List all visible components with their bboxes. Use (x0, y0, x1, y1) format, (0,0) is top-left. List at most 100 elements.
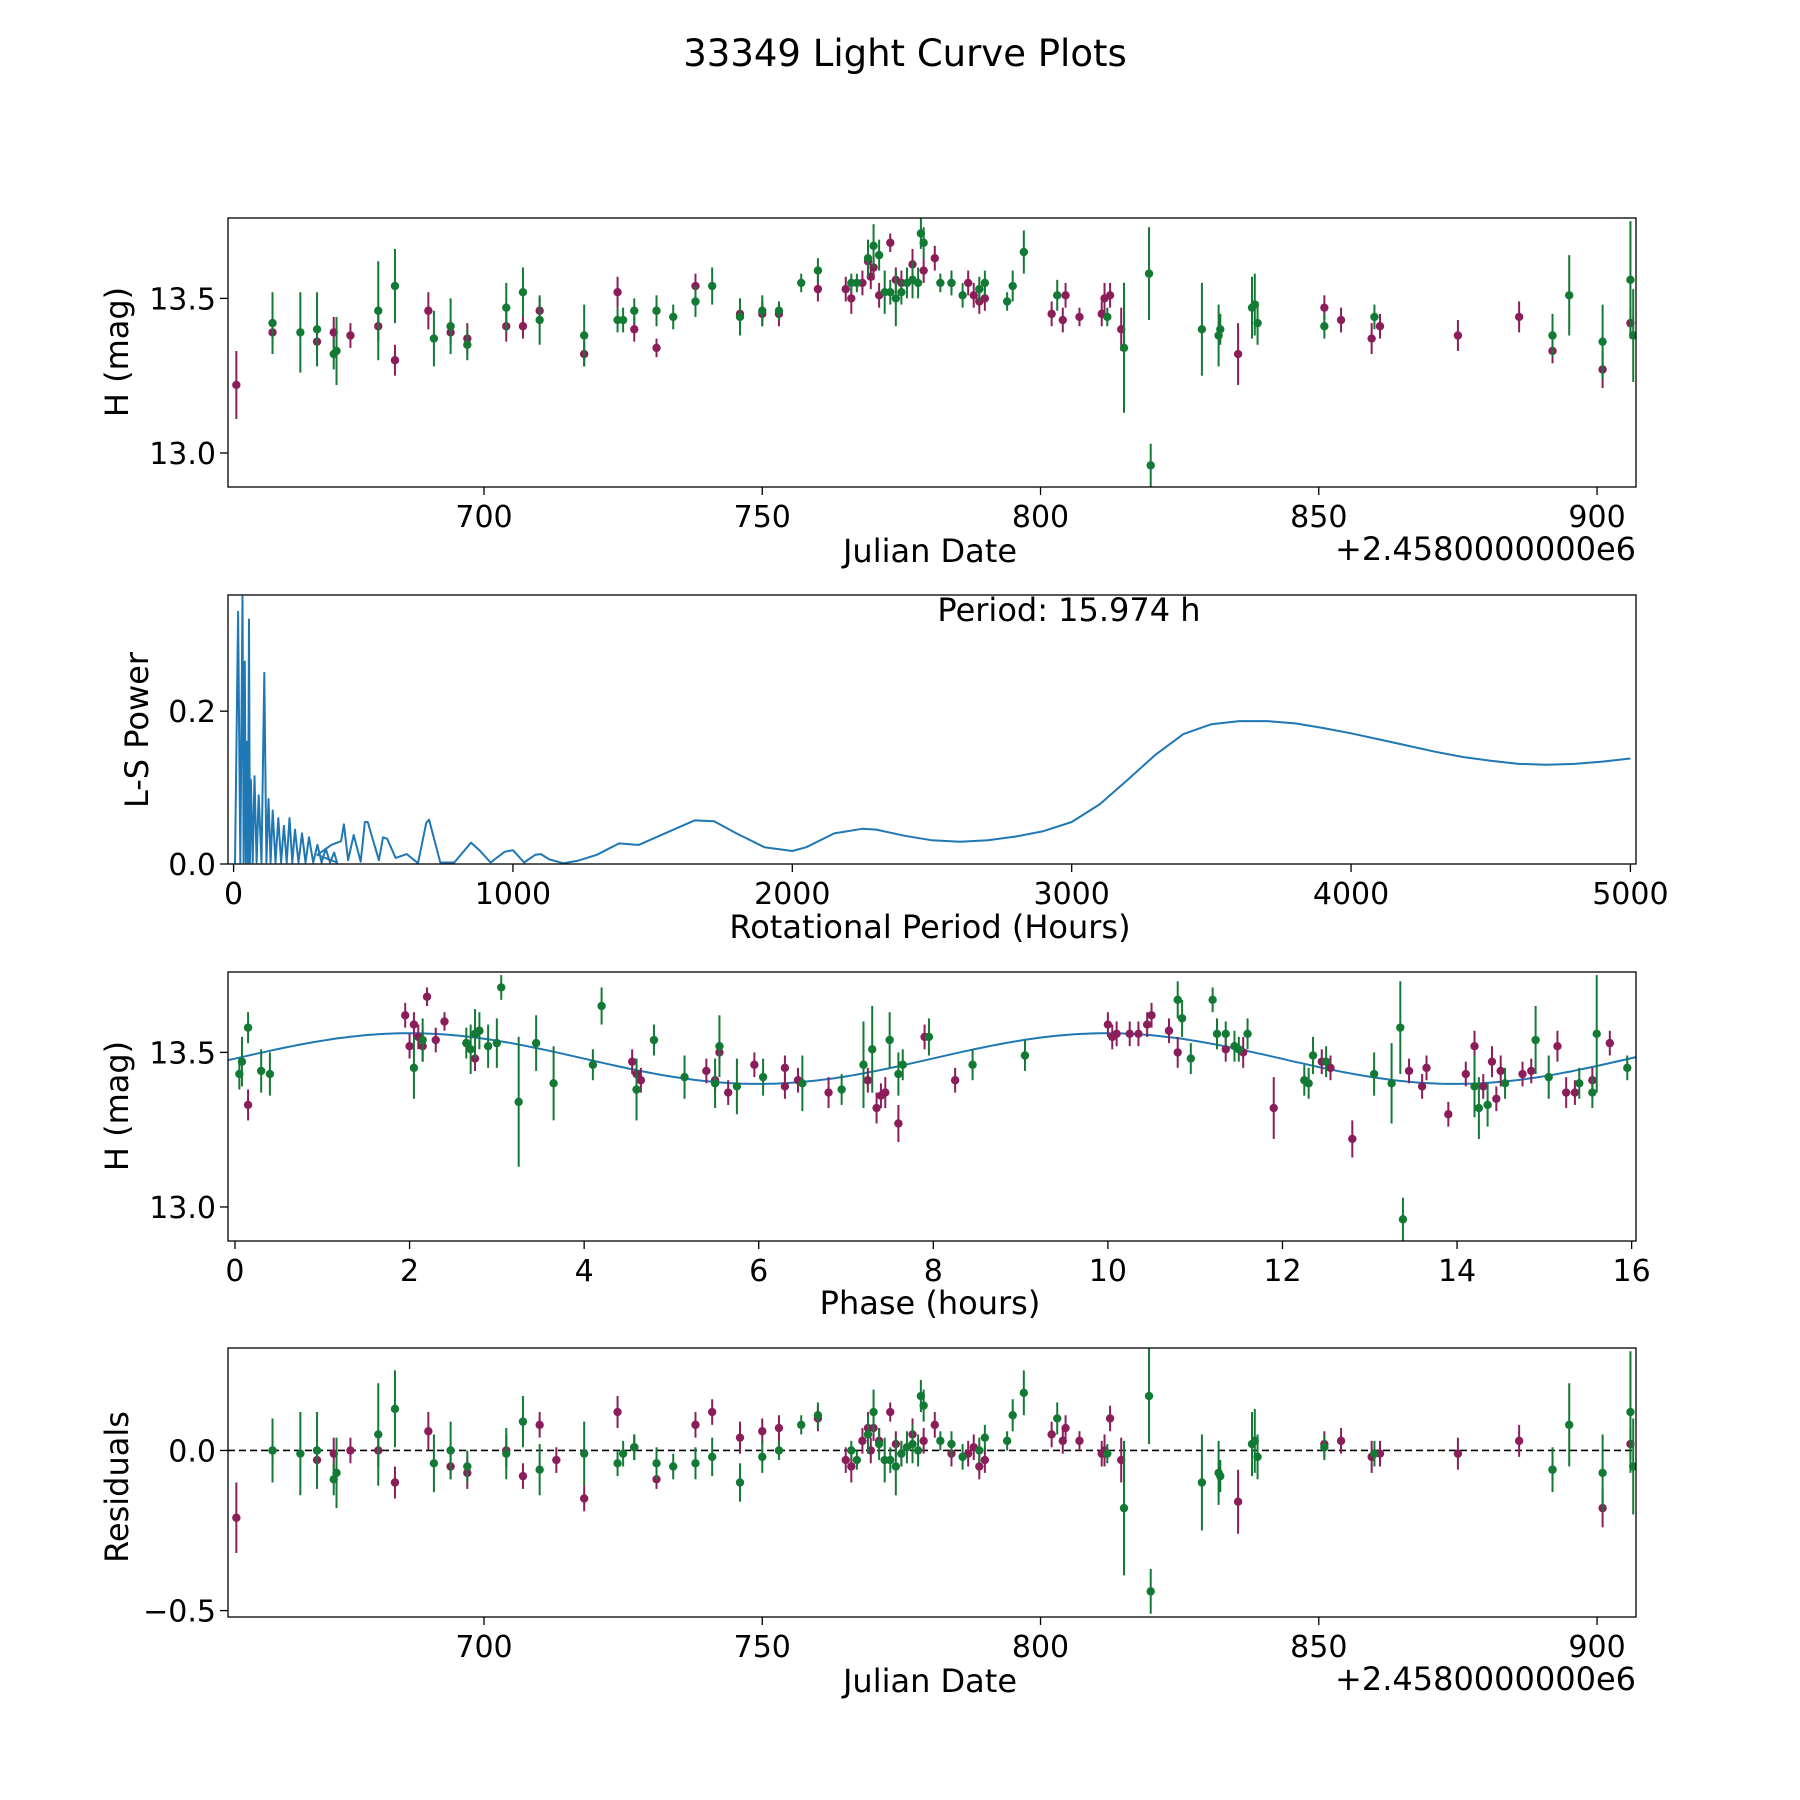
data-point (710, 1079, 720, 1088)
data-point (1019, 247, 1029, 257)
data-point (723, 1088, 733, 1097)
data-point (798, 1079, 807, 1088)
figure-title: 33349 Light Curve Plots (683, 32, 1127, 75)
data-point (863, 1430, 873, 1439)
data-point (1212, 1029, 1222, 1039)
data-point (691, 1459, 700, 1468)
data-point (265, 1069, 275, 1079)
data-point (243, 1100, 253, 1110)
data-point (852, 1455, 862, 1465)
phased-frame (227, 971, 1637, 1242)
residuals-frame (227, 1347, 1637, 1618)
data-point (1492, 1094, 1501, 1103)
data-point (390, 1478, 400, 1487)
data-point (919, 1436, 928, 1446)
data-point (841, 284, 850, 294)
data-point (518, 1417, 528, 1426)
data-point (346, 1446, 355, 1455)
x-tick-label: 10 (1089, 1254, 1127, 1289)
data-point (869, 241, 878, 251)
data-point (824, 1088, 833, 1097)
data-point (652, 1459, 661, 1468)
data-point (859, 1060, 868, 1069)
data-point (1173, 1048, 1182, 1057)
data-point (1075, 312, 1084, 322)
data-point (1565, 1420, 1574, 1430)
data-point (715, 1042, 724, 1051)
data-point (502, 1449, 511, 1458)
data-point (613, 288, 622, 297)
x-tick-label: 6 (749, 1254, 768, 1289)
data-point (1514, 312, 1524, 322)
data-point (497, 983, 506, 992)
data-point (894, 1069, 903, 1079)
ls-power-line (234, 595, 1631, 864)
data-point (1125, 1029, 1134, 1039)
x-tick-label: 0 (225, 1254, 244, 1289)
data-point (919, 1401, 928, 1410)
data-point (1164, 1026, 1174, 1035)
data-point (1144, 269, 1154, 278)
data-point (919, 266, 928, 275)
data-point (237, 1057, 247, 1066)
data-point (1061, 1423, 1070, 1433)
residuals-xlabel: Julian Date (841, 1662, 1017, 1700)
model-curve (228, 1032, 1636, 1085)
data-point (1531, 1035, 1540, 1045)
data-point (735, 1433, 745, 1442)
lightcurve-frame (227, 217, 1637, 488)
periodogram-frame (227, 594, 1637, 865)
data-point (1629, 331, 1636, 340)
residuals-offset-text: +2.4580000000e6 (1335, 1660, 1636, 1698)
data-point (390, 1404, 400, 1414)
data-point (980, 278, 990, 288)
y-tick-label: 13.5 (149, 1036, 216, 1071)
data-point (797, 1420, 806, 1430)
y-tick-label: 13.0 (149, 437, 216, 472)
data-point (446, 322, 455, 331)
data-point (549, 1079, 558, 1088)
data-point (1105, 291, 1115, 300)
x-tick-label: 700 (455, 1630, 512, 1665)
data-point (1103, 1449, 1112, 1458)
data-point (680, 1072, 689, 1082)
data-point (1598, 1468, 1607, 1478)
data-point (863, 1076, 873, 1085)
data-point (1221, 1029, 1230, 1039)
x-tick-label: 4 (575, 1254, 594, 1289)
periodogram-marks (234, 595, 1631, 864)
data-point (980, 294, 990, 303)
data-point (886, 288, 895, 297)
data-point (1216, 325, 1225, 334)
data-point (847, 294, 856, 303)
data-point (1119, 1503, 1129, 1513)
data-point (1369, 1069, 1379, 1079)
data-point (1629, 1462, 1636, 1471)
series-b (268, 1348, 1636, 1614)
data-point (750, 1060, 759, 1069)
data-point (707, 281, 717, 291)
data-point (1234, 1045, 1244, 1054)
data-point (1487, 1057, 1497, 1066)
phased-marks (228, 975, 1636, 1241)
x-tick-label: 850 (1290, 1630, 1347, 1665)
data-point (1103, 312, 1112, 322)
data-point (936, 1436, 945, 1446)
data-point (735, 1478, 745, 1487)
data-point (950, 1076, 960, 1085)
data-point (1598, 337, 1607, 346)
data-point (1146, 1587, 1155, 1596)
x-tick-label: 900 (1568, 1630, 1625, 1665)
data-point (881, 1088, 890, 1097)
data-point (858, 1436, 867, 1446)
residuals-ticks: 700 750 800 850 900 0.0 −0.5 (143, 1434, 1626, 1665)
data-point (1061, 291, 1070, 300)
x-tick-label: 800 (1012, 500, 1069, 535)
data-point (374, 306, 383, 315)
lightcurve-panel: 700 750 800 850 900 13.0 13.5 Julian Date +2.4… (98, 217, 1637, 570)
data-point (1177, 1014, 1187, 1023)
data-point (1047, 1430, 1056, 1439)
data-point (405, 1042, 414, 1051)
data-point (597, 1001, 606, 1011)
data-point (1233, 349, 1243, 359)
